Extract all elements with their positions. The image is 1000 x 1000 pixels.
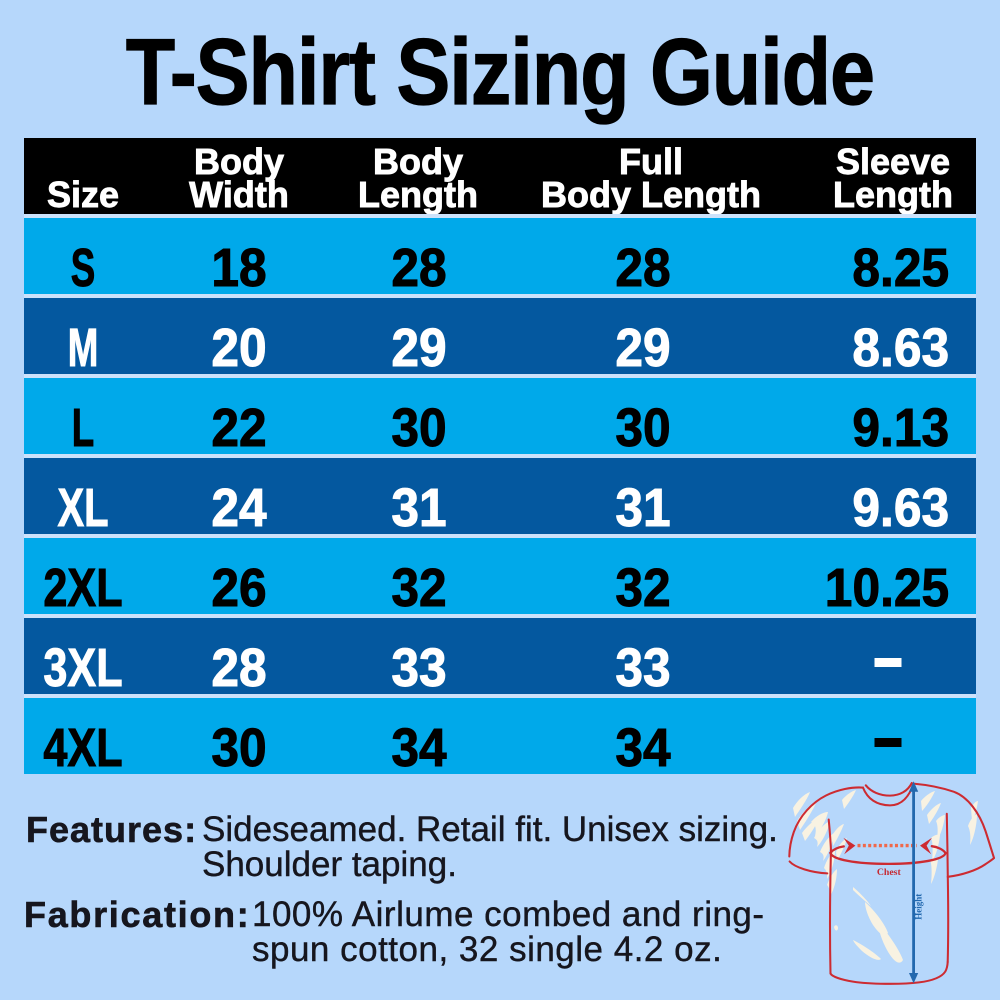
svg-text:Chest: Chest (877, 867, 902, 878)
svg-text:Height: Height (913, 894, 923, 920)
